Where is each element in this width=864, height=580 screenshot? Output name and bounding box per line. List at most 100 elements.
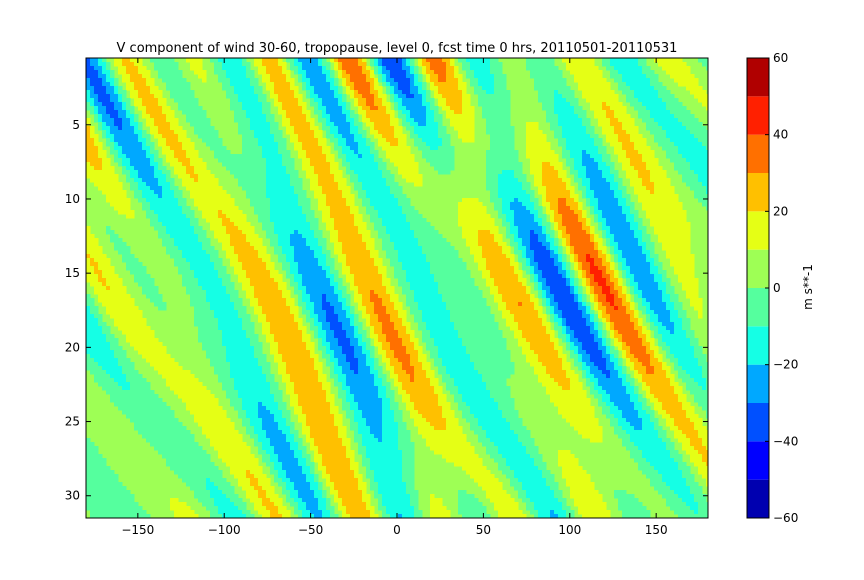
contour-cell [570,134,575,139]
contour-cell [682,218,687,223]
contour-cell [106,178,111,183]
contour-cell [626,198,631,203]
contour-cell [146,162,151,167]
contour-cell [474,202,479,207]
contour-cell [630,150,635,155]
contour-cell [426,134,431,139]
contour-cell [314,162,319,167]
contour-cell [550,186,555,191]
contour-cell [346,130,351,135]
contour-cell [546,62,551,67]
contour-cell [434,126,439,131]
contour-cell [590,210,595,215]
contour-cell [346,90,351,95]
contour-cell [494,118,499,123]
contour-cell [166,134,171,139]
contour-cell [154,62,159,67]
contour-cell [138,166,143,171]
contour-cell [186,174,191,179]
contour-cell [378,98,383,103]
contour-cell [678,110,683,115]
contour-cell [290,110,295,115]
contour-cell [282,166,287,171]
contour-cell [598,166,603,171]
contour-cell [130,58,135,63]
contour-cell [98,174,103,179]
contour-cell [114,178,119,183]
contour-cell [558,86,563,91]
contour-cell [162,62,167,67]
contour-cell [650,218,655,223]
contour-cell [546,166,551,171]
contour-cell [238,182,243,187]
contour-cell [438,118,443,123]
contour-cell [570,206,575,211]
contour-cell [562,154,567,159]
contour-cell [562,78,567,83]
contour-cell [234,158,239,163]
contour-cell [654,162,659,167]
contour-cell [254,154,259,159]
contour-cell [310,162,315,167]
contour-cell [494,98,499,103]
contour-cell [438,162,443,167]
contour-cell [366,78,371,83]
contour-cell [358,110,363,115]
contour-cell [158,226,163,231]
contour-cell [642,202,647,207]
contour-cell [422,114,427,119]
contour-cell [154,126,159,131]
contour-cell [670,126,675,131]
contour-cell [322,186,327,191]
contour-cell [318,178,323,183]
contour-cell [486,66,491,71]
contour-cell [454,114,459,119]
contour-cell [494,186,499,191]
contour-cell [178,106,183,111]
contour-cell [110,86,115,91]
contour-cell [270,74,275,79]
contour-cell [286,166,291,171]
contour-cell [514,154,519,159]
contour-cell [598,94,603,99]
contour-cell [314,226,319,231]
contour-cell [362,202,367,207]
contour-cell [254,150,259,155]
contour-cell [658,206,663,211]
contour-cell [174,142,179,147]
contour-cell [286,174,291,179]
contour-cell [430,102,435,107]
contour-cell [110,150,115,155]
contour-cell [434,70,439,75]
contour-cell [350,178,355,183]
contour-cell [346,134,351,139]
contour-cell [246,122,251,127]
contour-cell [538,186,543,191]
contour-cell [634,174,639,179]
contour-cell [130,82,135,87]
contour-cell [310,170,315,175]
contour-cell [590,146,595,151]
contour-cell [334,86,339,91]
contour-cell [218,218,223,223]
contour-cell [138,178,143,183]
contour-cell [94,110,99,115]
contour-cell [190,182,195,187]
contour-cell [134,86,139,91]
contour-cell [330,122,335,127]
contour-cell [706,202,708,207]
contour-cell [702,194,707,199]
contour-cell [306,218,311,223]
contour-cell [138,86,143,91]
contour-cell [674,110,679,115]
contour-cell [554,190,559,195]
contour-cell [486,106,491,111]
contour-cell [310,126,315,131]
contour-cell [126,70,131,75]
contour-cell [186,162,191,167]
contour-cell [278,74,283,79]
contour-cell [286,194,291,199]
contour-cell [254,146,259,151]
contour-cell [398,154,403,159]
contour-cell [326,130,331,135]
